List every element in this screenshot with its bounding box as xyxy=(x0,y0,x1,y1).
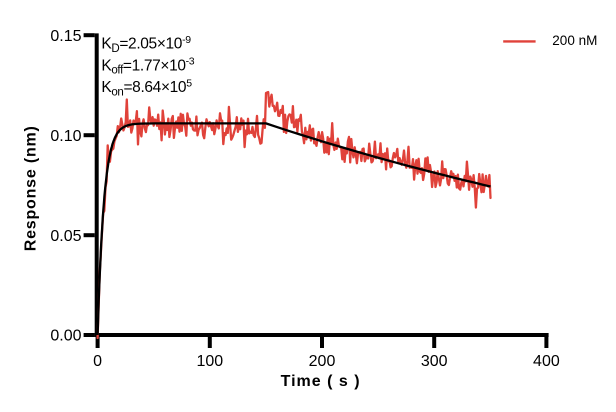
svg-text:Response (nm): Response (nm) xyxy=(22,125,39,251)
svg-text:0.05: 0.05 xyxy=(50,228,81,245)
svg-text:KD=2.05×10-9: KD=2.05×10-9 xyxy=(101,34,191,55)
svg-text:0: 0 xyxy=(93,353,102,370)
svg-text:Time ( s ): Time ( s ) xyxy=(281,373,361,390)
svg-text:300: 300 xyxy=(421,353,448,370)
svg-text:400: 400 xyxy=(533,353,560,370)
svg-text:Kon=8.64×105: Kon=8.64×105 xyxy=(101,77,192,98)
svg-text:0.10: 0.10 xyxy=(50,128,81,145)
svg-text:100: 100 xyxy=(196,353,223,370)
svg-text:200 nM: 200 nM xyxy=(552,33,597,48)
svg-text:Koff=1.77×10-3: Koff=1.77×10-3 xyxy=(101,56,194,77)
svg-text:0.15: 0.15 xyxy=(50,28,81,45)
svg-text:200: 200 xyxy=(309,353,336,370)
svg-text:0.00: 0.00 xyxy=(50,328,81,345)
